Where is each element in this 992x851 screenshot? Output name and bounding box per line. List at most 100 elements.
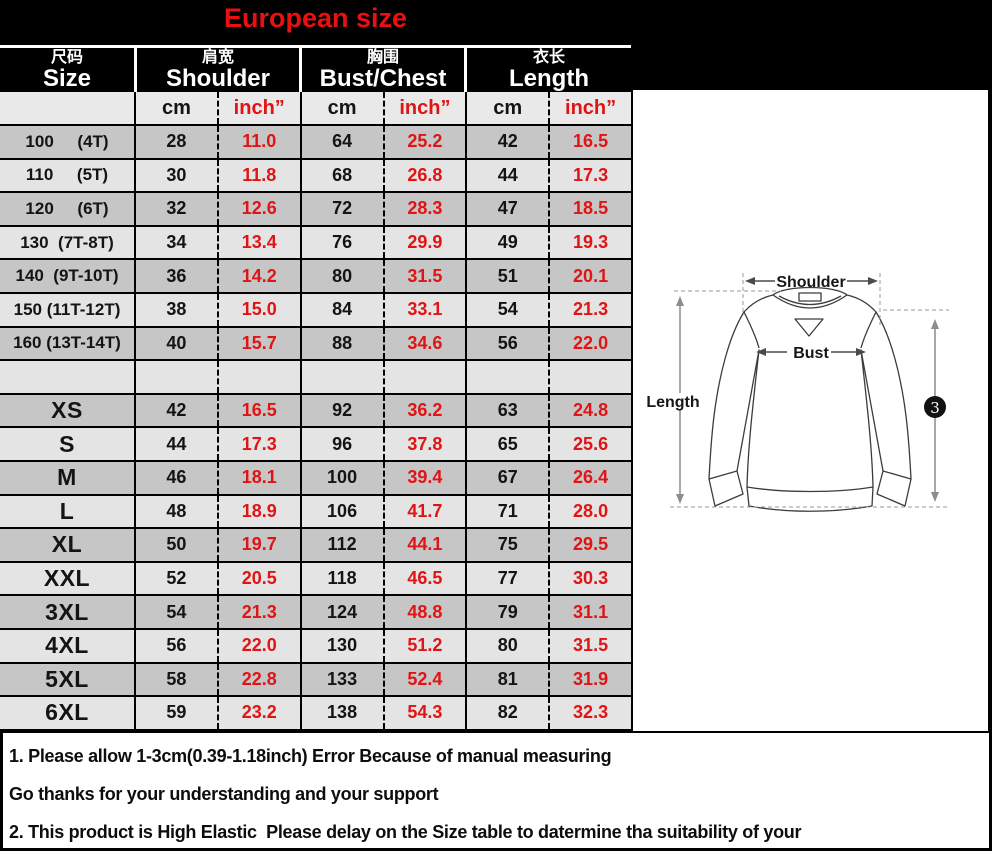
cm-value-cell: 100: [299, 461, 383, 494]
cm-value-cell: 40: [134, 327, 217, 360]
table-row: S 44 17.3 96 37.8 65 25.6: [0, 428, 631, 462]
header-size-cn: 尺码: [50, 48, 83, 66]
table-row: 160 (13T-14T) 40 15.7 88 34.6 56 22.0: [0, 327, 631, 362]
inch-value-cell: [548, 361, 631, 393]
header-col-length: 衣长 Length: [464, 48, 631, 92]
cm-value-cell: [465, 361, 548, 393]
cm-value-cell: 38: [134, 293, 217, 326]
inch-value-cell: 19.3: [548, 226, 631, 259]
shoulder-arrow-icon: [745, 277, 878, 285]
table-row: 150 (11T-12T) 38 15.0 84 33.1 54 21.3: [0, 293, 631, 328]
cm-value-cell: 59: [134, 697, 217, 729]
table-row: 110 (5T) 30 11.8 68 26.8 44 17.3: [0, 159, 631, 194]
header-bust-cn: 胸围: [366, 48, 399, 66]
header-shoulder-en: Shoulder: [165, 64, 270, 92]
table-row: XL 50 19.7 112 44.1 75 29.5: [0, 529, 631, 563]
header-col-shoulder: 肩宽 Shoulder: [134, 48, 299, 92]
header-length-cn: 衣长: [532, 48, 565, 66]
unit-empty-cell: [0, 92, 134, 124]
size-cell: 160 (13T-14T): [13, 333, 121, 353]
cm-value-cell: 56: [465, 327, 548, 360]
cm-value-cell: 51: [465, 260, 548, 292]
inch-value-cell: 28.3: [382, 193, 466, 225]
cm-value-cell: 106: [299, 495, 383, 528]
inch-value-cell: 30.3: [548, 562, 631, 595]
inch-value-cell: 29.5: [548, 529, 631, 561]
table-row: 6XL 59 23.2 138 54.3 82 32.3: [0, 697, 631, 731]
cm-value-cell: 80: [299, 260, 383, 292]
inch-value-cell: 32.3: [548, 697, 631, 729]
inch-value-cell: 24.8: [548, 394, 631, 427]
cm-value-cell: 56: [134, 629, 217, 662]
table-row: 100 (4T) 28 11.0 64 25.2 42 16.5: [0, 126, 631, 160]
inch-value-cell: 31.5: [548, 629, 631, 662]
inch-value-cell: 31.5: [382, 260, 466, 292]
size-cell: XS: [51, 397, 83, 424]
note-line-3: 2. This product is High Elastic Please d…: [9, 822, 802, 842]
inch-value-cell: 33.1: [382, 293, 466, 326]
page-title: European size: [223, 3, 408, 33]
cm-value-cell: 36: [134, 260, 217, 292]
inch-value-cell: 36.2: [382, 394, 466, 427]
cm-value-cell: 50: [134, 529, 217, 561]
unit-row: cm inch” cm inch” cm inch”: [0, 92, 631, 126]
cm-value-cell: 112: [299, 529, 383, 561]
inch-value-cell: 13.4: [216, 226, 300, 259]
length-label: Length: [646, 394, 699, 411]
inch-value-cell: 54.3: [382, 697, 466, 729]
inch-value-cell: 15.7: [216, 327, 300, 360]
inch-value-cell: 31.9: [548, 663, 631, 696]
size-table: 尺码 Size 肩宽 Shoulder 胸围 Bust/Chest 衣长 Len…: [0, 45, 631, 731]
badge-3-icon: 3: [924, 396, 946, 418]
inch-value-cell: 19.7: [216, 529, 300, 561]
inch-value-cell: 18.9: [216, 495, 300, 528]
size-cell: 120 (6T): [25, 198, 109, 218]
measurement-diagram: Shoulder Bust Length 3: [633, 90, 988, 731]
inch-value-cell: 51.2: [382, 629, 466, 662]
bust-arrow-icon: [756, 348, 866, 356]
cm-value-cell: 34: [134, 226, 217, 259]
table-row: 5XL 58 22.8 133 52.4 81 31.9: [0, 663, 631, 698]
header-size-en: Size: [42, 64, 92, 92]
inch-value-cell: 31.1: [548, 596, 631, 628]
cm-value-cell: 54: [134, 596, 217, 628]
unit-cm-bust: cm: [299, 92, 383, 124]
table-row: L 48 18.9 106 41.7 71 28.0: [0, 495, 631, 530]
cm-value-cell: 44: [465, 159, 548, 192]
cm-value-cell: 42: [465, 126, 548, 158]
inch-value-cell: 46.5: [382, 562, 466, 595]
notes-panel: 1. Please allow 1-3cm(0.39-1.18inch) Err…: [0, 731, 992, 851]
header-col-bust: 胸围 Bust/Chest: [299, 48, 464, 92]
inch-value-cell: 11.0: [216, 126, 300, 158]
cm-value-cell: 130: [299, 629, 383, 662]
inch-value-cell: 22.0: [548, 327, 631, 360]
guide-lines: [670, 273, 949, 508]
cm-value-cell: 44: [134, 428, 217, 460]
cm-value-cell: 48: [134, 495, 217, 528]
inch-value-cell: 20.1: [548, 260, 631, 292]
size-cell: 100 (4T): [25, 131, 109, 151]
header-length-en: Length: [509, 64, 589, 92]
inch-value-cell: 22.0: [216, 629, 300, 662]
sweatshirt-outline-icon: [708, 286, 912, 512]
inch-value-cell: 29.9: [382, 226, 466, 259]
table-spacer-row: [0, 361, 631, 395]
cm-value-cell: 92: [299, 394, 383, 427]
inch-value-cell: 11.8: [216, 159, 300, 192]
size-cell: 130 (7T-8T): [20, 232, 114, 252]
inch-value-cell: 14.2: [216, 260, 300, 292]
inch-value-cell: 28.0: [548, 495, 631, 528]
inch-value-cell: 16.5: [216, 394, 300, 427]
inch-value-cell: 12.6: [216, 193, 300, 225]
cm-value-cell: 81: [465, 663, 548, 696]
inch-value-cell: 41.7: [382, 495, 466, 528]
cm-value-cell: 133: [299, 663, 383, 696]
size-cell: S: [59, 430, 75, 457]
cm-value-cell: 84: [299, 293, 383, 326]
table-row: XS 42 16.5 92 36.2 63 24.8: [0, 394, 631, 429]
unit-inch-shoulder: inch”: [216, 92, 300, 124]
table-row: 4XL 56 22.0 130 51.2 80 31.5: [0, 629, 631, 664]
header-col-size: 尺码 Size: [0, 48, 134, 92]
cm-value-cell: 88: [299, 327, 383, 360]
inch-value-cell: 25.2: [382, 126, 466, 158]
